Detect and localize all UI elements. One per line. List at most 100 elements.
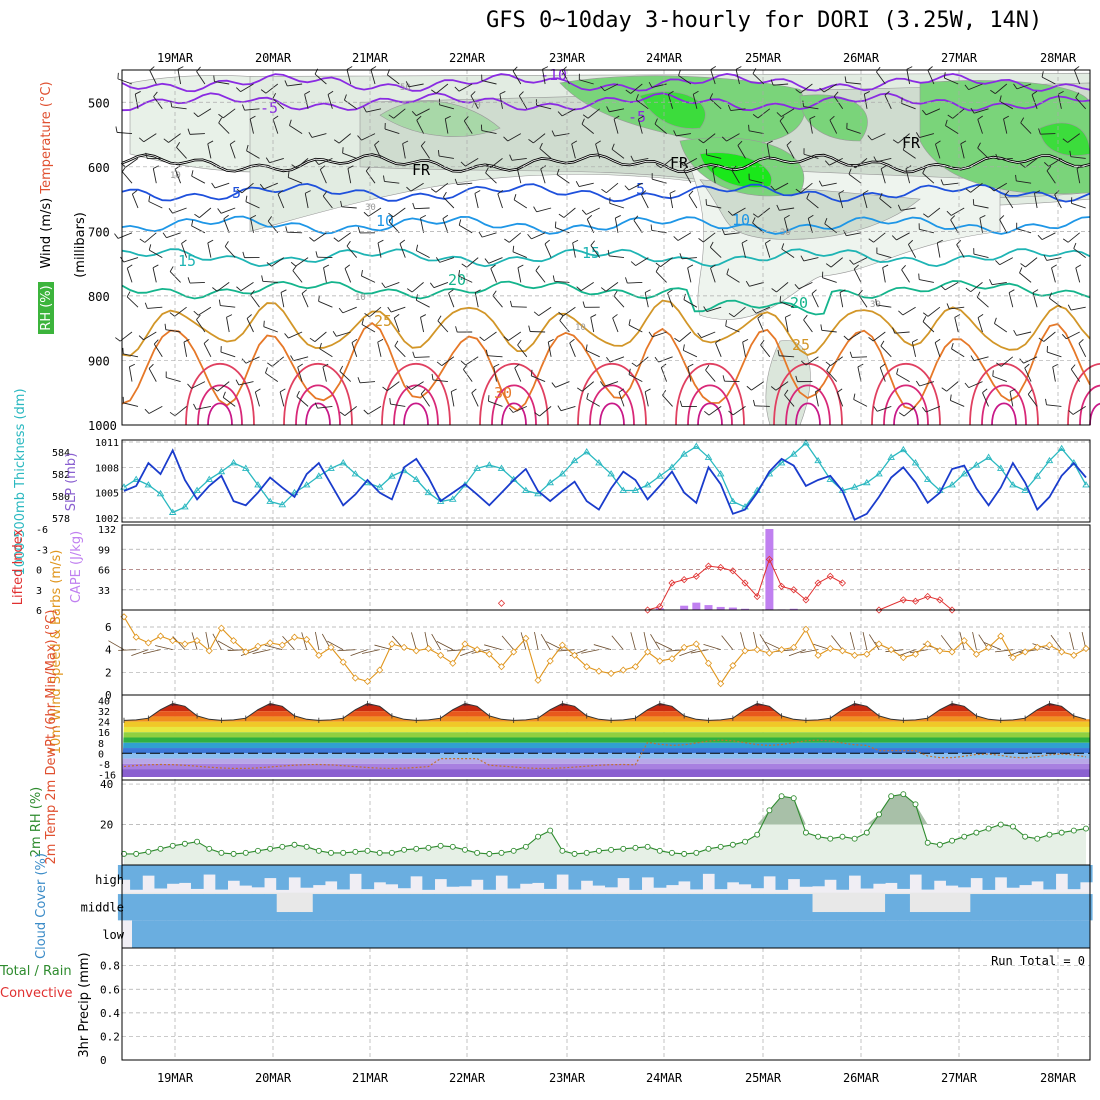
wind-barb-flag — [175, 165, 181, 170]
wind-barb — [539, 148, 552, 159]
wind-barb — [148, 368, 157, 382]
wind-barb — [652, 178, 667, 184]
wind-barb — [1027, 394, 1038, 407]
cloud-high — [385, 865, 399, 885]
wind-barb — [493, 366, 497, 382]
contour-label: FR — [902, 134, 921, 152]
wind-barb — [514, 367, 522, 382]
cloud-middle — [665, 894, 679, 921]
wind-barb-flag — [833, 91, 839, 97]
rh-point — [790, 795, 797, 802]
rh-point — [218, 849, 225, 856]
li-tick-label: 0 — [36, 566, 42, 577]
surface-wind-barb — [655, 641, 673, 651]
wind-barb-flag — [678, 69, 681, 76]
wind-barb-flag — [858, 289, 863, 296]
wind-barb-flag — [332, 331, 337, 337]
thickness-point — [205, 475, 214, 482]
cloud-middle — [605, 894, 618, 921]
pressure-tick-label: 600 — [88, 161, 110, 175]
wind-barb-flag — [509, 300, 513, 307]
wind-barb — [943, 182, 959, 186]
wind-barb-flag — [437, 150, 440, 157]
wind-barb-flag — [327, 90, 334, 95]
cloud-middle — [933, 912, 947, 921]
wind-barb — [1024, 367, 1032, 382]
rh-point — [242, 849, 249, 856]
cloud-high — [519, 865, 533, 884]
wind-barb — [766, 143, 771, 159]
wind-barb — [414, 356, 430, 358]
date-label-bottom: 25MAR — [745, 1071, 782, 1085]
contour-label: 20 — [448, 271, 466, 289]
wind-barb — [196, 71, 206, 85]
wind-barb-flag — [284, 333, 289, 339]
wind-barb-flag — [949, 394, 952, 401]
wind-barb-flag — [891, 235, 897, 241]
wind-barb-flag — [463, 364, 468, 370]
cape-tick-label: 66 — [98, 566, 110, 577]
wind-barb — [628, 182, 643, 191]
rh-point — [1070, 827, 1077, 834]
wind-barb — [654, 123, 667, 134]
wind-barb-flag — [394, 340, 399, 347]
thickness-point — [168, 508, 177, 515]
cloud-high — [714, 865, 728, 890]
wind-barb — [374, 144, 382, 159]
wind-barb-flag — [187, 128, 191, 135]
wind-barb — [706, 306, 722, 312]
wind-barb — [950, 400, 965, 407]
wind-barb-flag — [784, 214, 790, 219]
wind-barb-flag — [1058, 90, 1064, 95]
wind-barb — [536, 104, 552, 110]
wind-barb — [512, 70, 522, 85]
wind-barb-flag — [287, 171, 290, 178]
wind-barb — [1025, 257, 1038, 268]
wind-barb-flag — [191, 170, 194, 177]
wind-barb-flag — [715, 338, 721, 344]
wind-barb — [295, 257, 309, 267]
wind-barb — [245, 201, 260, 209]
thickness-point — [1082, 481, 1090, 488]
cloud-middle — [909, 912, 923, 921]
wind-speed-point — [1058, 648, 1066, 656]
wind-barb — [919, 228, 935, 234]
wind-barb-flag — [956, 240, 962, 245]
wind-barb-flag — [460, 360, 466, 366]
wind-barb — [1047, 351, 1062, 358]
wind-barb — [1057, 94, 1062, 109]
rh-contour-label: 10 — [575, 323, 586, 333]
wind-barb — [970, 282, 983, 293]
wind-barb-flag — [569, 338, 575, 344]
wind-barb — [710, 69, 716, 85]
wind-barb — [177, 69, 182, 85]
wind-barb — [387, 74, 400, 85]
wind-barb — [271, 257, 285, 267]
cloud-middle — [641, 894, 655, 921]
wind-barb-flag — [542, 66, 549, 70]
wind-barb — [1041, 232, 1056, 241]
wind-barb — [806, 198, 819, 209]
wind-barb — [807, 218, 813, 233]
cloud-middle — [872, 912, 886, 921]
wind-barb — [655, 271, 667, 283]
wind-speed-point — [790, 643, 798, 651]
slp-tick-label: 1005 — [95, 489, 119, 500]
wind-barb — [749, 179, 764, 184]
wind-barb-flag — [266, 262, 272, 267]
wind-barb-flag — [590, 240, 595, 246]
wind-speed-point — [303, 635, 311, 644]
rh-point — [547, 827, 554, 834]
precip-tick-label: 0.8 — [100, 960, 120, 973]
rh-tick-label: 40 — [100, 778, 113, 791]
wind-barb — [977, 119, 983, 134]
wind-barb-flag — [490, 264, 496, 269]
wind-barb-flag — [406, 288, 413, 293]
wind-barb-flag — [517, 165, 523, 170]
wind-barb-flag — [795, 375, 798, 382]
wind-barb-flag — [139, 238, 146, 243]
wind-barb-flag — [1043, 254, 1048, 261]
wind-barb — [347, 168, 352, 184]
wind-barb — [580, 282, 594, 292]
wind-barb-flag — [838, 190, 845, 194]
